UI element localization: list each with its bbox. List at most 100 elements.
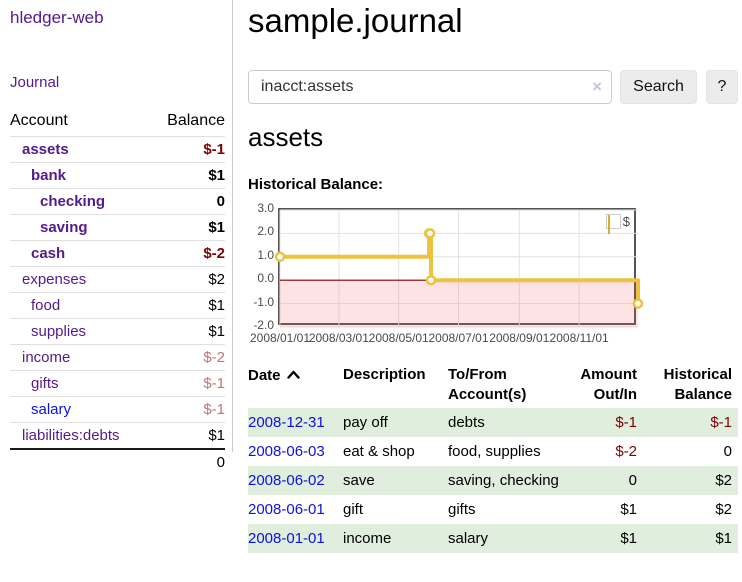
transaction-date-cell: 2008-06-01	[248, 495, 343, 524]
account-row: salary $-1	[10, 396, 225, 423]
y-tick-label: 0.0	[257, 271, 274, 286]
x-tick-label: 2008/01/01	[249, 331, 311, 345]
register-header-amount: Amount Out/In	[580, 366, 637, 403]
account-row: gifts $-1	[10, 370, 225, 397]
transaction-accounts: food, supplies	[448, 443, 541, 460]
x-tick-label: 2008/11/01	[549, 331, 609, 345]
register-header-date[interactable]: Date	[248, 362, 343, 408]
transaction-date-link[interactable]: 2008-06-03	[248, 443, 325, 460]
transaction-amount: $1	[620, 501, 637, 518]
account-row: bank $1	[10, 162, 225, 189]
sidebar-item-journal[interactable]: Journal	[10, 74, 60, 91]
account-balance: $1	[150, 318, 225, 345]
search-field-wrap: ×	[248, 70, 612, 104]
transaction-row: 2008-12-31 pay off debts $-1 $-1	[248, 408, 738, 437]
transaction-date-link[interactable]: 2008-06-02	[248, 472, 325, 489]
account-link[interactable]: salary	[31, 401, 72, 418]
legend-label: $	[622, 214, 630, 229]
account-name-cell: income	[10, 344, 151, 371]
transaction-description: save	[343, 472, 375, 489]
transaction-date-cell: 2008-06-03	[248, 437, 343, 466]
account-link[interactable]: liabilities:debts	[22, 427, 120, 444]
account-tree: Account Balance assets $-1 bank $1 checking 0…	[10, 110, 225, 475]
transaction-amount: $-2	[615, 443, 637, 460]
account-row: assets $-1	[10, 136, 225, 163]
y-tick-label: -1.0	[253, 294, 274, 309]
account-link[interactable]: food	[31, 297, 61, 314]
y-tick-label: 3.0	[257, 201, 274, 215]
account-name-cell: supplies	[10, 318, 151, 345]
transaction-accounts: saving, checking	[448, 472, 559, 489]
transaction-date-cell: 2008-01-01	[248, 524, 343, 553]
app-brand: hledger-web	[10, 8, 224, 28]
account-row: supplies $1	[10, 318, 225, 345]
search-bar: × Search ?	[248, 70, 742, 104]
page-title: sample.journal	[248, 2, 463, 39]
transaction-description: income	[343, 530, 392, 547]
transaction-date-cell: 2008-06-02	[248, 466, 343, 495]
transaction-accounts: salary	[448, 530, 489, 547]
help-button[interactable]: ?	[706, 70, 738, 104]
account-heading: assets	[248, 122, 324, 152]
account-link[interactable]: income	[22, 349, 71, 366]
account-total-spacer	[10, 448, 151, 475]
account-link[interactable]: cash	[31, 245, 66, 262]
date-header-label: Date	[248, 367, 281, 384]
y-tick-label: -2.0	[253, 318, 274, 332]
account-link[interactable]: expenses	[22, 271, 87, 288]
y-tick-label: 1.0	[257, 247, 274, 262]
account-row: checking 0	[10, 188, 225, 215]
account-balance: $1	[150, 292, 225, 319]
chart-canvas	[274, 209, 644, 328]
transaction-amount: 0	[628, 472, 637, 489]
account-column-header: Account	[10, 112, 68, 129]
account-balance: $2	[150, 266, 225, 293]
account-balance: $-1	[150, 136, 225, 163]
transaction-accounts: debts	[448, 414, 485, 431]
account-name-cell: food	[10, 292, 151, 319]
account-tree-header: Account Balance	[10, 110, 225, 137]
historical-balance-chart: $ 3.0 2.0 1.0 0.0 -1.0 -2.0 2008/01/01 2008/03…	[248, 200, 742, 348]
sort-ascending-icon	[286, 365, 300, 385]
x-tick-label: 2008/05/01	[368, 331, 429, 345]
register-header-row: Date Description To/From Account(s) Amou…	[248, 362, 738, 408]
transaction-date-link[interactable]: 2008-01-01	[248, 530, 325, 547]
transaction-row: 2008-06-02 save saving, checking 0 $2	[248, 466, 738, 495]
account-name-cell: gifts	[10, 370, 151, 397]
account-balance: $-1	[150, 370, 225, 397]
brand-link[interactable]: hledger-web	[10, 8, 104, 27]
x-tick-label: 2008/03/01	[308, 331, 369, 345]
search-button[interactable]: Search	[620, 70, 697, 104]
account-link[interactable]: saving	[40, 219, 88, 236]
search-input[interactable]	[248, 70, 612, 104]
account-name-cell: expenses	[10, 266, 151, 293]
legend-swatch-icon	[605, 214, 621, 234]
account-total-balance: 0	[150, 448, 225, 475]
register-table: Date Description To/From Account(s) Amou…	[248, 362, 738, 553]
account-link[interactable]: supplies	[31, 323, 87, 340]
account-link[interactable]: gifts	[31, 375, 59, 392]
account-name-cell: checking	[10, 188, 151, 215]
chart-legend: $	[604, 213, 631, 234]
account-name-cell: cash	[10, 240, 151, 267]
transaction-balance: $2	[715, 501, 732, 518]
main-content: sample.journal × Search ? assets Histori…	[248, 0, 742, 582]
transaction-date-link[interactable]: 2008-06-01	[248, 501, 325, 518]
account-row: income $-2	[10, 344, 225, 371]
account-row: liabilities:debts $1	[10, 422, 225, 449]
transaction-date-link[interactable]: 2008-12-31	[248, 414, 325, 431]
account-total-row: 0	[10, 448, 225, 475]
account-link[interactable]: checking	[40, 193, 106, 210]
transaction-description: pay off	[343, 414, 388, 431]
register-header-description: Description	[343, 366, 426, 383]
account-name-cell: bank	[10, 162, 151, 189]
clear-search-icon[interactable]: ×	[592, 77, 602, 96]
y-tick-label: 2.0	[257, 224, 274, 239]
x-tick-label: 2008/07/01	[428, 331, 489, 345]
transaction-description: gift	[343, 501, 364, 518]
chart-plot-area: $	[274, 208, 644, 328]
account-link[interactable]: assets	[22, 141, 69, 158]
account-link[interactable]: bank	[31, 167, 67, 184]
transaction-balance: $2	[715, 472, 732, 489]
account-row: food $1	[10, 292, 225, 319]
